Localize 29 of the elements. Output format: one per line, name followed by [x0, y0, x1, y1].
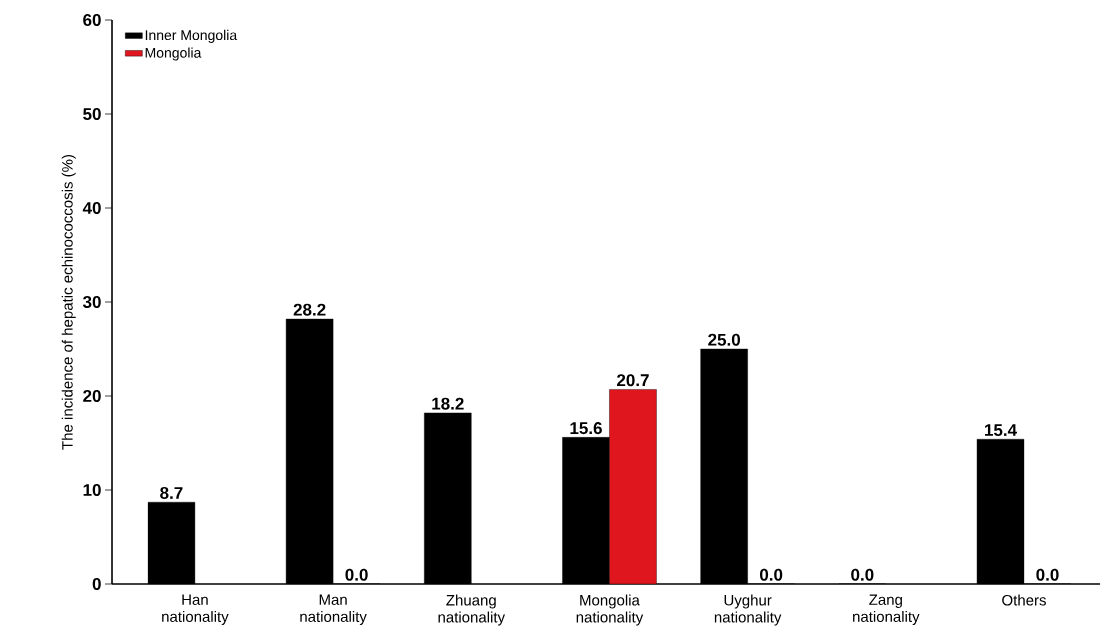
y-tick-label: 40: [82, 201, 101, 215]
y-tick-label: 20: [83, 389, 101, 403]
x-tick-label: Others: [1002, 594, 1046, 606]
y-tick-label: 50: [83, 107, 101, 121]
data-label: 15.6: [570, 422, 602, 435]
x-tick-label: Han nationality: [162, 594, 229, 625]
y-tick-label: 0: [92, 577, 101, 591]
data-label: 0.0: [1036, 568, 1059, 581]
data-label: 8.7: [160, 486, 183, 500]
data-label: 15.4: [985, 424, 1017, 437]
legend-label: Mongolia: [145, 47, 202, 61]
y-tick-label: 60: [83, 13, 101, 27]
data-label: 25.0: [708, 333, 740, 346]
y-tick-label: 10: [83, 483, 101, 497]
x-tick-label: Mongolia nationality: [576, 594, 644, 626]
x-tick-label: Uyghur nationality: [714, 594, 782, 626]
y-axis-title: The incidence of hepatic echinococcosis (%): [61, 154, 76, 450]
x-tick-label: Man nationality: [300, 594, 367, 625]
x-tick-label: Zang nationality: [853, 594, 920, 625]
bar: [609, 389, 657, 584]
data-label: 18.2: [432, 397, 464, 410]
legend-label: Inner Mongolia: [145, 29, 238, 43]
data-label: 0.0: [759, 568, 783, 581]
data-label: 0.0: [345, 568, 368, 581]
y-tick-label: 30: [82, 295, 101, 309]
x-tick-label: Zhuang nationality: [438, 594, 506, 626]
data-label: 28.2: [293, 303, 326, 316]
data-label: 0.0: [851, 568, 874, 581]
data-label: 20.7: [617, 374, 649, 387]
